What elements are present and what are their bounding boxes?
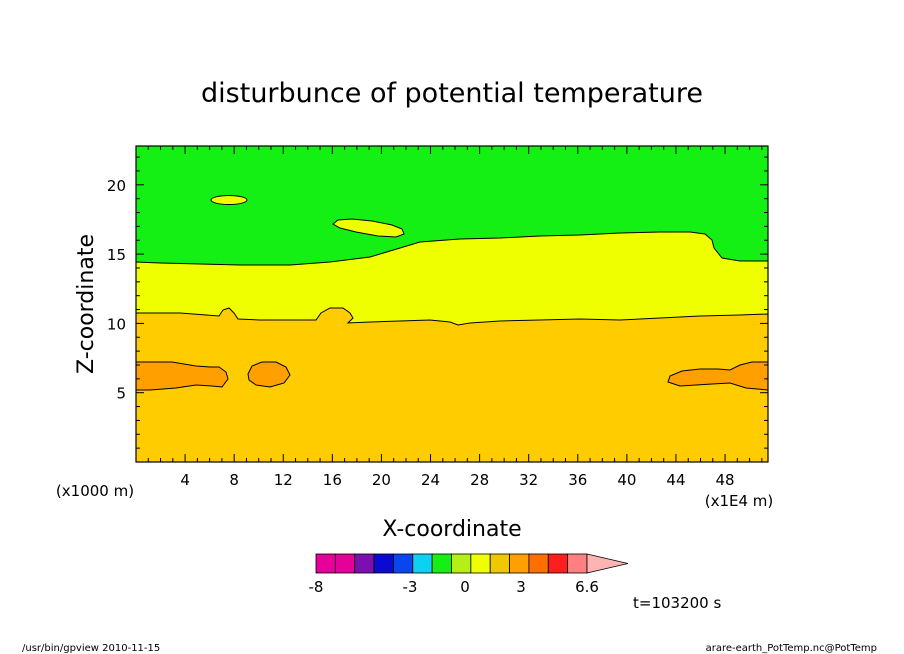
- y-axis-title: Z-coordinate: [74, 234, 99, 374]
- x-tick-label: 44: [666, 471, 685, 489]
- colorbar-segment: [547, 553, 569, 574]
- footer-right: arare-earth_PotTemp.nc@PotTemp: [706, 643, 877, 654]
- region-lower: [135, 307, 769, 463]
- footer-left: /usr/bin/gpview 2010-11-15: [22, 643, 160, 654]
- contour-plot-area: [135, 145, 769, 463]
- colorbar-tick-labels: -8 -3 0 3 6.6: [309, 578, 599, 596]
- colorbar-arrow: [586, 553, 629, 574]
- x-tick-label: 8: [229, 471, 239, 489]
- x-unit-label: (x1E4 m): [705, 492, 774, 510]
- x-tick-labels: 4 8 12 16 20 24 28 32 36 40 44 48: [180, 471, 734, 489]
- colorbar-segment: [528, 553, 549, 574]
- colorbar-segment: [315, 553, 336, 574]
- chart-title: disturbunce of potential temperature: [201, 78, 703, 109]
- x-tick-label: 24: [421, 471, 440, 489]
- colorbar-segment: [509, 553, 530, 574]
- colorbar-segment: [393, 553, 414, 574]
- x-tick-label: 32: [519, 471, 538, 489]
- x-tick-label: 16: [323, 471, 342, 489]
- x-tick-marks: [147, 146, 763, 462]
- x-tick-label: 48: [716, 471, 735, 489]
- y-tick-label: 5: [116, 385, 126, 403]
- x-tick-label: 4: [180, 471, 190, 489]
- x-tick-label: 40: [617, 471, 636, 489]
- colorbar-segment: [334, 553, 356, 574]
- colorbar-segment: [431, 553, 452, 574]
- colorbar-label: -8: [309, 578, 324, 596]
- y-tick-labels: 5 10 15 20: [107, 177, 126, 403]
- core-left: [135, 361, 229, 391]
- y-tick-label: 15: [107, 246, 126, 264]
- colorbar-segment: [354, 553, 375, 574]
- x-tick-label: 28: [470, 471, 489, 489]
- island-upper-small: [210, 195, 248, 205]
- colorbar-segment: [412, 553, 433, 574]
- colorbar-segment: [567, 553, 588, 574]
- x-tick-label: 36: [568, 471, 587, 489]
- colorbar-label: -3: [403, 578, 418, 596]
- core-mid: [247, 361, 291, 388]
- island-upper-large: [332, 218, 405, 238]
- colorbar-segment: [451, 553, 472, 574]
- x-axis-title: X-coordinate: [382, 517, 521, 542]
- colorbar-segment: [373, 553, 394, 574]
- colorbar-segment: [470, 553, 491, 574]
- colorbar-label: 3: [516, 578, 526, 596]
- y-unit-label: (x1000 m): [56, 482, 134, 500]
- plot-frame: [135, 145, 769, 463]
- time-label: t=103200 s: [633, 594, 721, 612]
- colorbar-label: 6.6: [575, 578, 599, 596]
- colorbar: [315, 553, 629, 574]
- y-tick-label: 20: [107, 177, 126, 195]
- y-tick-label: 10: [107, 315, 126, 333]
- colorbar-label: 0: [460, 578, 470, 596]
- colorbar-segment: [489, 553, 510, 574]
- x-tick-label: 20: [372, 471, 391, 489]
- y-tick-marks: [136, 156, 768, 449]
- core-right: [667, 361, 769, 391]
- x-tick-label: 12: [274, 471, 293, 489]
